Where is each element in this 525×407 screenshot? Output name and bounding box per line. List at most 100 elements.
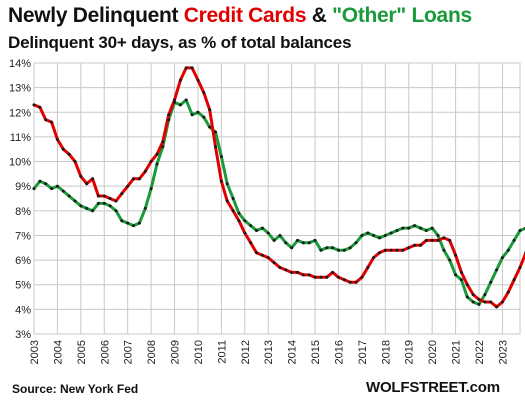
series-line-credit-cards (32, 66, 525, 309)
title-text-loans: Loans (405, 4, 473, 27)
data-point-other-loans (38, 179, 42, 183)
data-point-credit-cards (44, 118, 48, 122)
data-point-credit-cards (38, 105, 42, 109)
data-point-other-loans (214, 130, 217, 134)
y-tick-label: 12% (9, 107, 31, 119)
x-tick-label: 2005 (76, 340, 88, 364)
data-point-credit-cards (184, 66, 188, 70)
data-point-other-loans (448, 258, 452, 262)
data-point-credit-cards (290, 270, 294, 274)
data-point-other-loans (61, 189, 65, 193)
data-point-other-loans (260, 226, 264, 230)
y-tick-label: 11% (10, 132, 31, 144)
data-point-other-loans (407, 226, 411, 230)
data-point-credit-cards (331, 270, 335, 274)
title-text-newly-delinquent: Newly Delinquent (8, 4, 184, 27)
data-point-credit-cards (73, 160, 77, 163)
data-point-credit-cards (108, 197, 112, 200)
data-point-credit-cards (313, 275, 317, 279)
data-point-credit-cards (126, 184, 130, 188)
data-point-other-loans (495, 268, 499, 272)
data-point-credit-cards (208, 108, 212, 112)
data-point-other-loans (143, 206, 147, 210)
data-point-other-loans (32, 187, 36, 191)
data-point-credit-cards (178, 78, 182, 82)
data-point-other-loans (85, 206, 89, 210)
data-point-credit-cards (149, 160, 153, 163)
data-point-credit-cards (383, 248, 387, 252)
data-point-other-loans (196, 110, 200, 114)
data-point-credit-cards (255, 251, 258, 255)
data-point-other-loans (512, 238, 516, 242)
x-tick-label: 2010 (193, 340, 205, 364)
data-point-other-loans (442, 248, 446, 252)
data-point-other-loans (190, 113, 194, 117)
data-point-other-loans (237, 211, 241, 215)
data-point-other-loans (79, 204, 83, 208)
data-point-other-loans (55, 184, 59, 188)
data-point-credit-cards (407, 246, 411, 250)
data-point-credit-cards (196, 78, 200, 82)
data-point-other-loans (465, 295, 469, 299)
data-point-credit-cards (225, 199, 229, 203)
data-point-other-loans (249, 224, 253, 228)
x-tick-label: 2011 (216, 340, 228, 364)
y-tick-label: 14% (9, 58, 31, 70)
data-point-other-loans (272, 238, 276, 242)
x-tick-label: 2007 (123, 340, 135, 364)
data-point-other-loans (360, 234, 364, 237)
data-point-other-loans (325, 246, 329, 250)
data-point-other-loans (178, 103, 182, 107)
data-point-credit-cards (243, 231, 247, 235)
data-point-credit-cards (237, 219, 241, 223)
brand-logo-text: WOLFSTREET.com (366, 379, 500, 396)
data-point-other-loans (459, 278, 463, 282)
data-point-other-loans (483, 293, 487, 297)
data-point-credit-cards (202, 91, 206, 95)
data-point-other-loans (102, 201, 106, 205)
data-point-other-loans (471, 300, 475, 304)
data-point-credit-cards (114, 199, 118, 203)
x-tick-label: 2006 (99, 340, 111, 364)
data-point-credit-cards (372, 256, 376, 260)
data-point-other-loans (477, 302, 481, 306)
data-point-other-loans (202, 115, 206, 119)
data-point-other-loans (296, 238, 299, 242)
data-point-credit-cards (161, 140, 165, 144)
data-point-other-loans (307, 241, 311, 245)
data-point-credit-cards (284, 268, 288, 272)
data-point-credit-cards (483, 300, 487, 304)
data-point-credit-cards (424, 238, 428, 242)
data-point-other-loans (518, 229, 522, 232)
data-point-credit-cards (214, 145, 217, 149)
data-point-other-loans (366, 231, 370, 235)
data-point-other-loans (44, 182, 48, 186)
data-point-credit-cards (325, 275, 329, 279)
x-tick-label: 2008 (146, 340, 158, 364)
data-point-credit-cards (278, 266, 282, 269)
y-tick-label: 5% (15, 280, 31, 292)
x-tick-label: 2004 (52, 340, 64, 364)
data-point-other-loans (108, 204, 112, 208)
data-point-credit-cards (395, 248, 399, 252)
data-point-credit-cards (132, 177, 135, 181)
data-point-other-loans (348, 246, 352, 250)
y-tick-label: 13% (9, 83, 31, 95)
y-tick-label: 6% (15, 255, 31, 267)
x-tick-label: 2021 (451, 340, 463, 364)
x-tick-label: 2016 (333, 340, 345, 364)
plot-frame (33, 62, 521, 335)
data-point-other-loans (50, 187, 54, 191)
data-point-other-loans (155, 162, 159, 166)
y-tick-label: 8% (15, 206, 31, 218)
data-point-other-loans (354, 241, 358, 245)
data-point-credit-cards (301, 273, 305, 277)
data-point-other-loans (132, 224, 135, 228)
x-tick-label: 2009 (170, 340, 182, 364)
y-axis-ticks: 3% 4% 5% 6% 7% 8% 9% 10% 11% 12% 13% 14% (9, 58, 31, 341)
data-point-credit-cards (354, 280, 358, 284)
data-point-credit-cards (500, 300, 504, 304)
data-point-credit-cards (167, 113, 171, 117)
data-point-credit-cards (512, 278, 516, 282)
data-point-credit-cards (190, 66, 194, 70)
